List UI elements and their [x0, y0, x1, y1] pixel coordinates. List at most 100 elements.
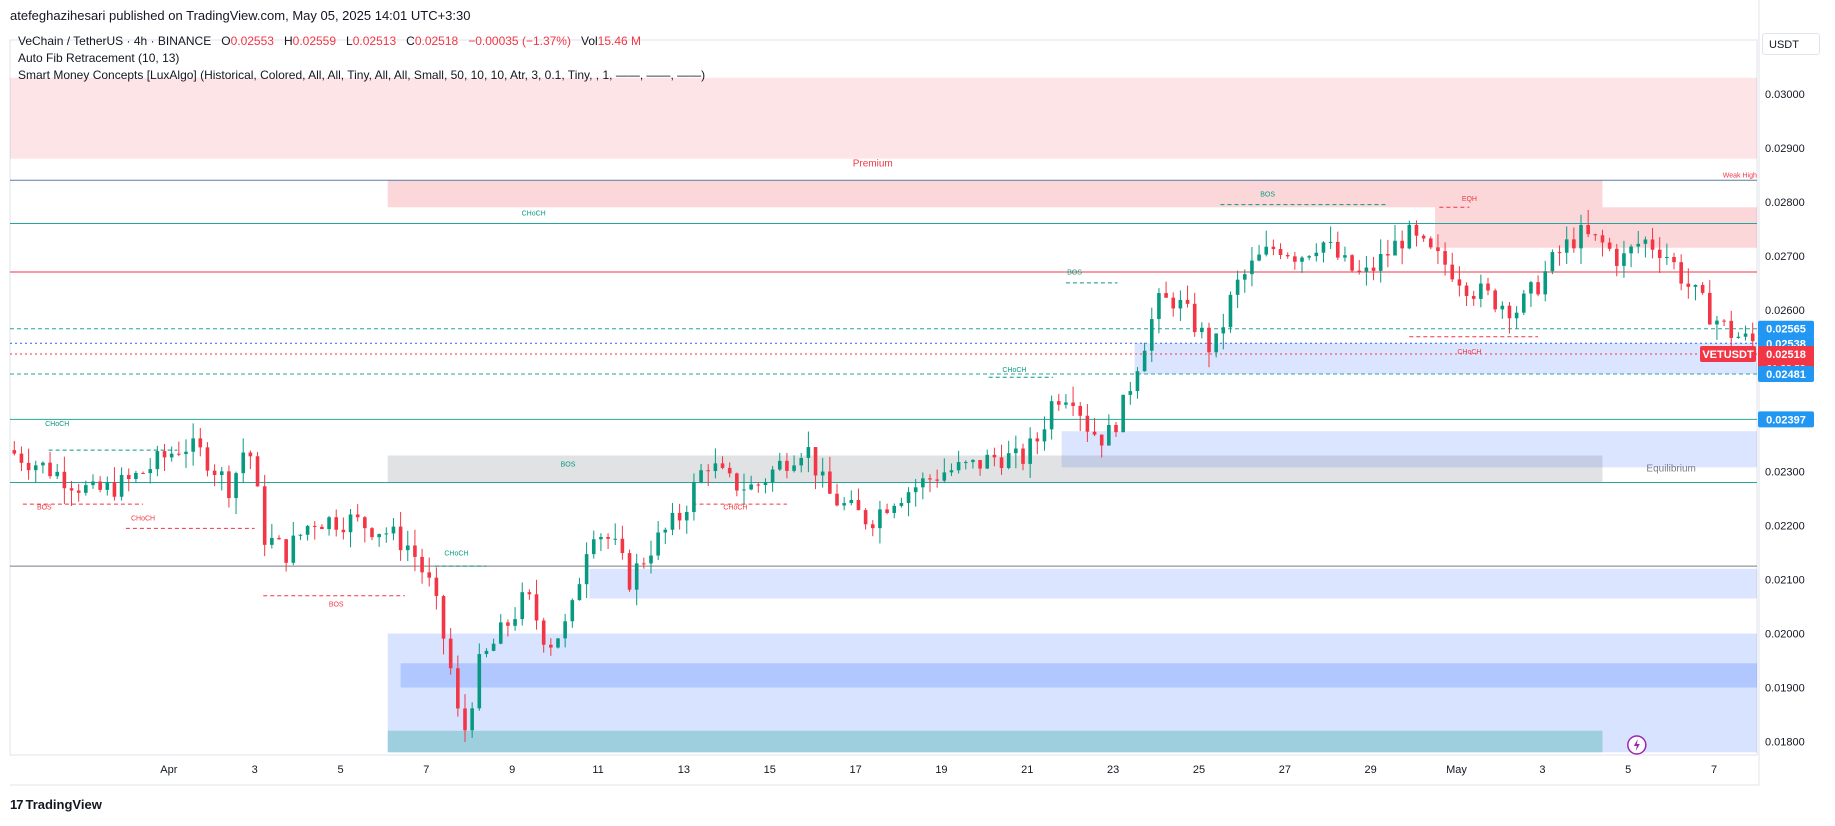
candle-body — [19, 453, 24, 463]
time-tick-label: 7 — [423, 764, 429, 776]
candle-body — [913, 487, 918, 493]
zone-teal-9 — [387, 730, 1603, 753]
zone-discount-7 — [387, 633, 1757, 753]
candle-body — [677, 512, 682, 521]
candle-body — [1056, 401, 1061, 405]
candle-body — [742, 489, 746, 491]
legend-ohlc-row: VeChain / TetherUS · 4h · BINANCE O0.025… — [18, 33, 705, 50]
candle-body — [656, 532, 660, 556]
time-tick-label: 7 — [1711, 764, 1717, 776]
candle-body — [1142, 350, 1147, 372]
candle-body — [241, 452, 246, 474]
candle-body — [735, 473, 739, 491]
candle-body — [935, 479, 939, 481]
price-tick-label: 0.02700 — [1765, 251, 1805, 263]
volume-label: Vol — [580, 34, 598, 48]
candle-body — [1371, 267, 1376, 271]
candle-body — [1114, 424, 1118, 433]
candle-body — [1550, 252, 1555, 272]
candle-body — [1393, 240, 1397, 256]
candle-body — [26, 462, 31, 471]
candle-body — [1200, 327, 1204, 333]
low-value: 0.02513 — [352, 34, 397, 48]
time-tick-label: 9 — [509, 764, 515, 776]
candle-body — [591, 539, 596, 555]
time-tick-label: May — [1446, 764, 1467, 776]
price-badge-text-4: 0.02397 — [1766, 414, 1806, 426]
candle-body — [706, 470, 711, 472]
candle-body — [799, 457, 804, 466]
candle-body — [828, 471, 832, 494]
indicator-fib[interactable]: Auto Fib Retracement (10, 13) — [18, 51, 180, 65]
candle-body — [606, 536, 610, 539]
candle-body — [1700, 284, 1705, 293]
zone-demand-6 — [589, 568, 1758, 599]
candle-body — [377, 534, 381, 538]
candle-body — [141, 472, 145, 474]
candle-body — [684, 512, 689, 521]
candle-body — [448, 638, 453, 669]
candle-body — [1328, 241, 1333, 243]
candle-body — [842, 503, 846, 506]
candle-body — [105, 482, 110, 490]
candle-body — [1071, 402, 1075, 406]
zone-supply-2 — [1435, 207, 1757, 248]
candle-body — [312, 525, 317, 527]
time-tick-label: 29 — [1365, 764, 1377, 776]
time-tick-label: 3 — [252, 764, 258, 776]
annotation-11: CHoCH — [131, 515, 155, 522]
zone-equilibrium-4 — [1061, 431, 1757, 468]
candle-body — [1235, 279, 1240, 295]
candle-body — [1622, 253, 1626, 266]
candle-body — [1572, 239, 1576, 249]
price-tick-label: 0.02200 — [1765, 521, 1805, 533]
candle-body — [556, 638, 560, 648]
time-tick-label: 13 — [678, 764, 690, 776]
candle-body — [1300, 257, 1304, 262]
candle-body — [463, 708, 467, 731]
candle-body — [212, 470, 217, 476]
price-axis[interactable]: 0.03000 0.02900 0.02800 0.02700 0.02600 0.023… — [1758, 0, 1805, 785]
price-tick-label: 0.02600 — [1765, 305, 1805, 317]
lightning-icon-glyph — [1633, 739, 1640, 751]
candle-body — [1293, 256, 1297, 262]
price-badge-text-3: 0.02481 — [1766, 369, 1806, 381]
candle-body — [1557, 252, 1562, 254]
candle-body — [477, 654, 482, 709]
candle-body — [119, 474, 124, 497]
candle-body — [978, 460, 982, 469]
published-line: atefeghazihesari published on TradingVie… — [10, 8, 471, 23]
candle-body — [1650, 239, 1655, 250]
candle-body — [155, 451, 160, 470]
zone-premium-0 — [10, 77, 1757, 159]
candle-body — [363, 517, 367, 529]
candle-body — [341, 529, 346, 533]
last-price-text: 0.02518 — [1766, 349, 1806, 361]
currency-selector[interactable]: USDT — [1762, 33, 1820, 55]
indicator-smc[interactable]: Smart Money Concepts [LuxAlgo] (Historic… — [18, 68, 706, 82]
candle-body — [1722, 320, 1726, 322]
candle-body — [1242, 274, 1247, 280]
candle-body — [76, 490, 81, 493]
candle-body — [985, 454, 990, 469]
candle-body — [563, 621, 567, 639]
candle-body — [1507, 305, 1512, 319]
time-tick-label: 19 — [935, 764, 947, 776]
candle-body — [1357, 270, 1362, 272]
candle-body — [1643, 239, 1648, 244]
zones-layer — [9, 39, 1758, 756]
candle-body — [1178, 299, 1183, 309]
symbol-title[interactable]: VeChain / TetherUS · 4h · BINANCE — [18, 34, 212, 48]
candle-body — [470, 708, 474, 731]
candle-body — [1207, 327, 1211, 353]
candle-body — [1271, 246, 1276, 250]
candle-body — [892, 505, 897, 513]
price-badge-0 — [1758, 320, 1814, 337]
candle-body — [1457, 279, 1462, 286]
candle-body — [1464, 285, 1469, 296]
candle-body — [1107, 424, 1111, 446]
candle-body — [227, 471, 231, 499]
time-axis[interactable]: Apr 3 5 7 9 11 13 15 17 19 21 23 25 27 29 May 3 5 7 — [10, 764, 1759, 786]
